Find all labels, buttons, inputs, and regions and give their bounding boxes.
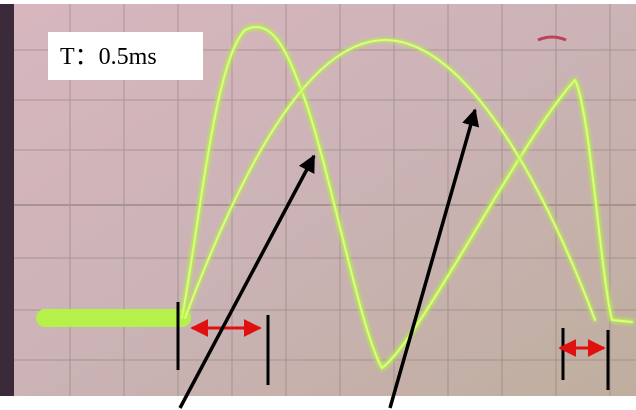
time-label: T：0.5ms: [60, 44, 157, 70]
page: T：0.5ms (() => { const data = JSON.parse…: [0, 0, 636, 410]
bezel: [0, 4, 14, 396]
oscilloscope-photo: T：0.5ms: [0, 0, 636, 410]
